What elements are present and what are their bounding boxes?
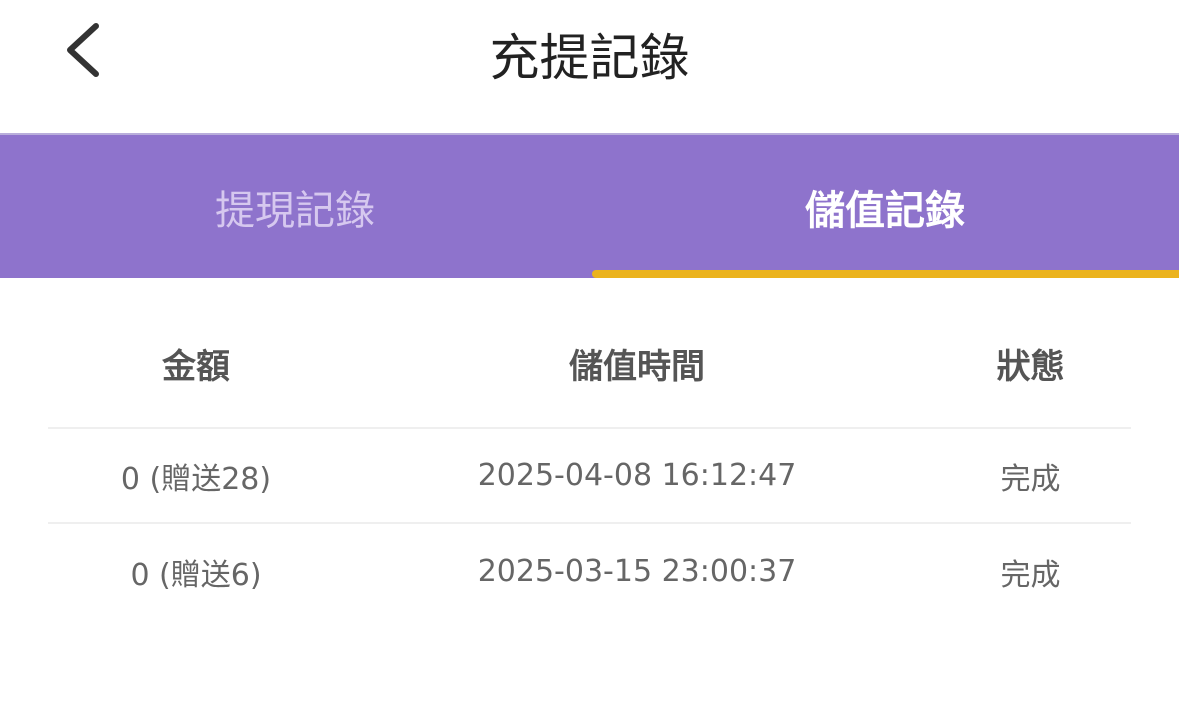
tab-bar: 提現記錄 儲值記錄: [0, 133, 1179, 278]
status-cell: 完成: [1000, 557, 1061, 593]
time-cell: 2025-04-08 16:12:47: [477, 458, 797, 493]
page-title: 充提記錄: [489, 29, 690, 87]
table-header: 金額 儲值時間 狀態: [48, 300, 1131, 429]
chevron-left-icon: [67, 23, 99, 77]
amount-cell: 0 (贈送6): [130, 557, 262, 593]
amount-cell: 0 (贈送28): [120, 461, 272, 497]
column-header-time: 儲值時間: [569, 347, 705, 387]
column-header-amount: 金額: [162, 347, 230, 387]
time-cell: 2025-03-15 23:00:37: [477, 554, 797, 589]
tab-withdraw-records[interactable]: 提現記錄: [215, 187, 375, 234]
table-row: 0 (贈送28) 2025-04-08 16:12:47 完成: [48, 429, 1131, 524]
top-bar: 充提記錄: [0, 0, 1179, 133]
records-table: 金額 儲值時間 狀態 0 (贈送28) 2025-04-08 16:12:47 …: [48, 300, 1131, 619]
tab-deposit-records[interactable]: 儲值記錄: [805, 187, 965, 234]
table-row: 0 (贈送6) 2025-03-15 23:00:37 完成: [48, 524, 1131, 619]
active-tab-indicator: [592, 270, 1179, 278]
back-button[interactable]: [60, 20, 110, 80]
status-cell: 完成: [1000, 461, 1061, 497]
column-header-status: 狀態: [996, 347, 1065, 387]
